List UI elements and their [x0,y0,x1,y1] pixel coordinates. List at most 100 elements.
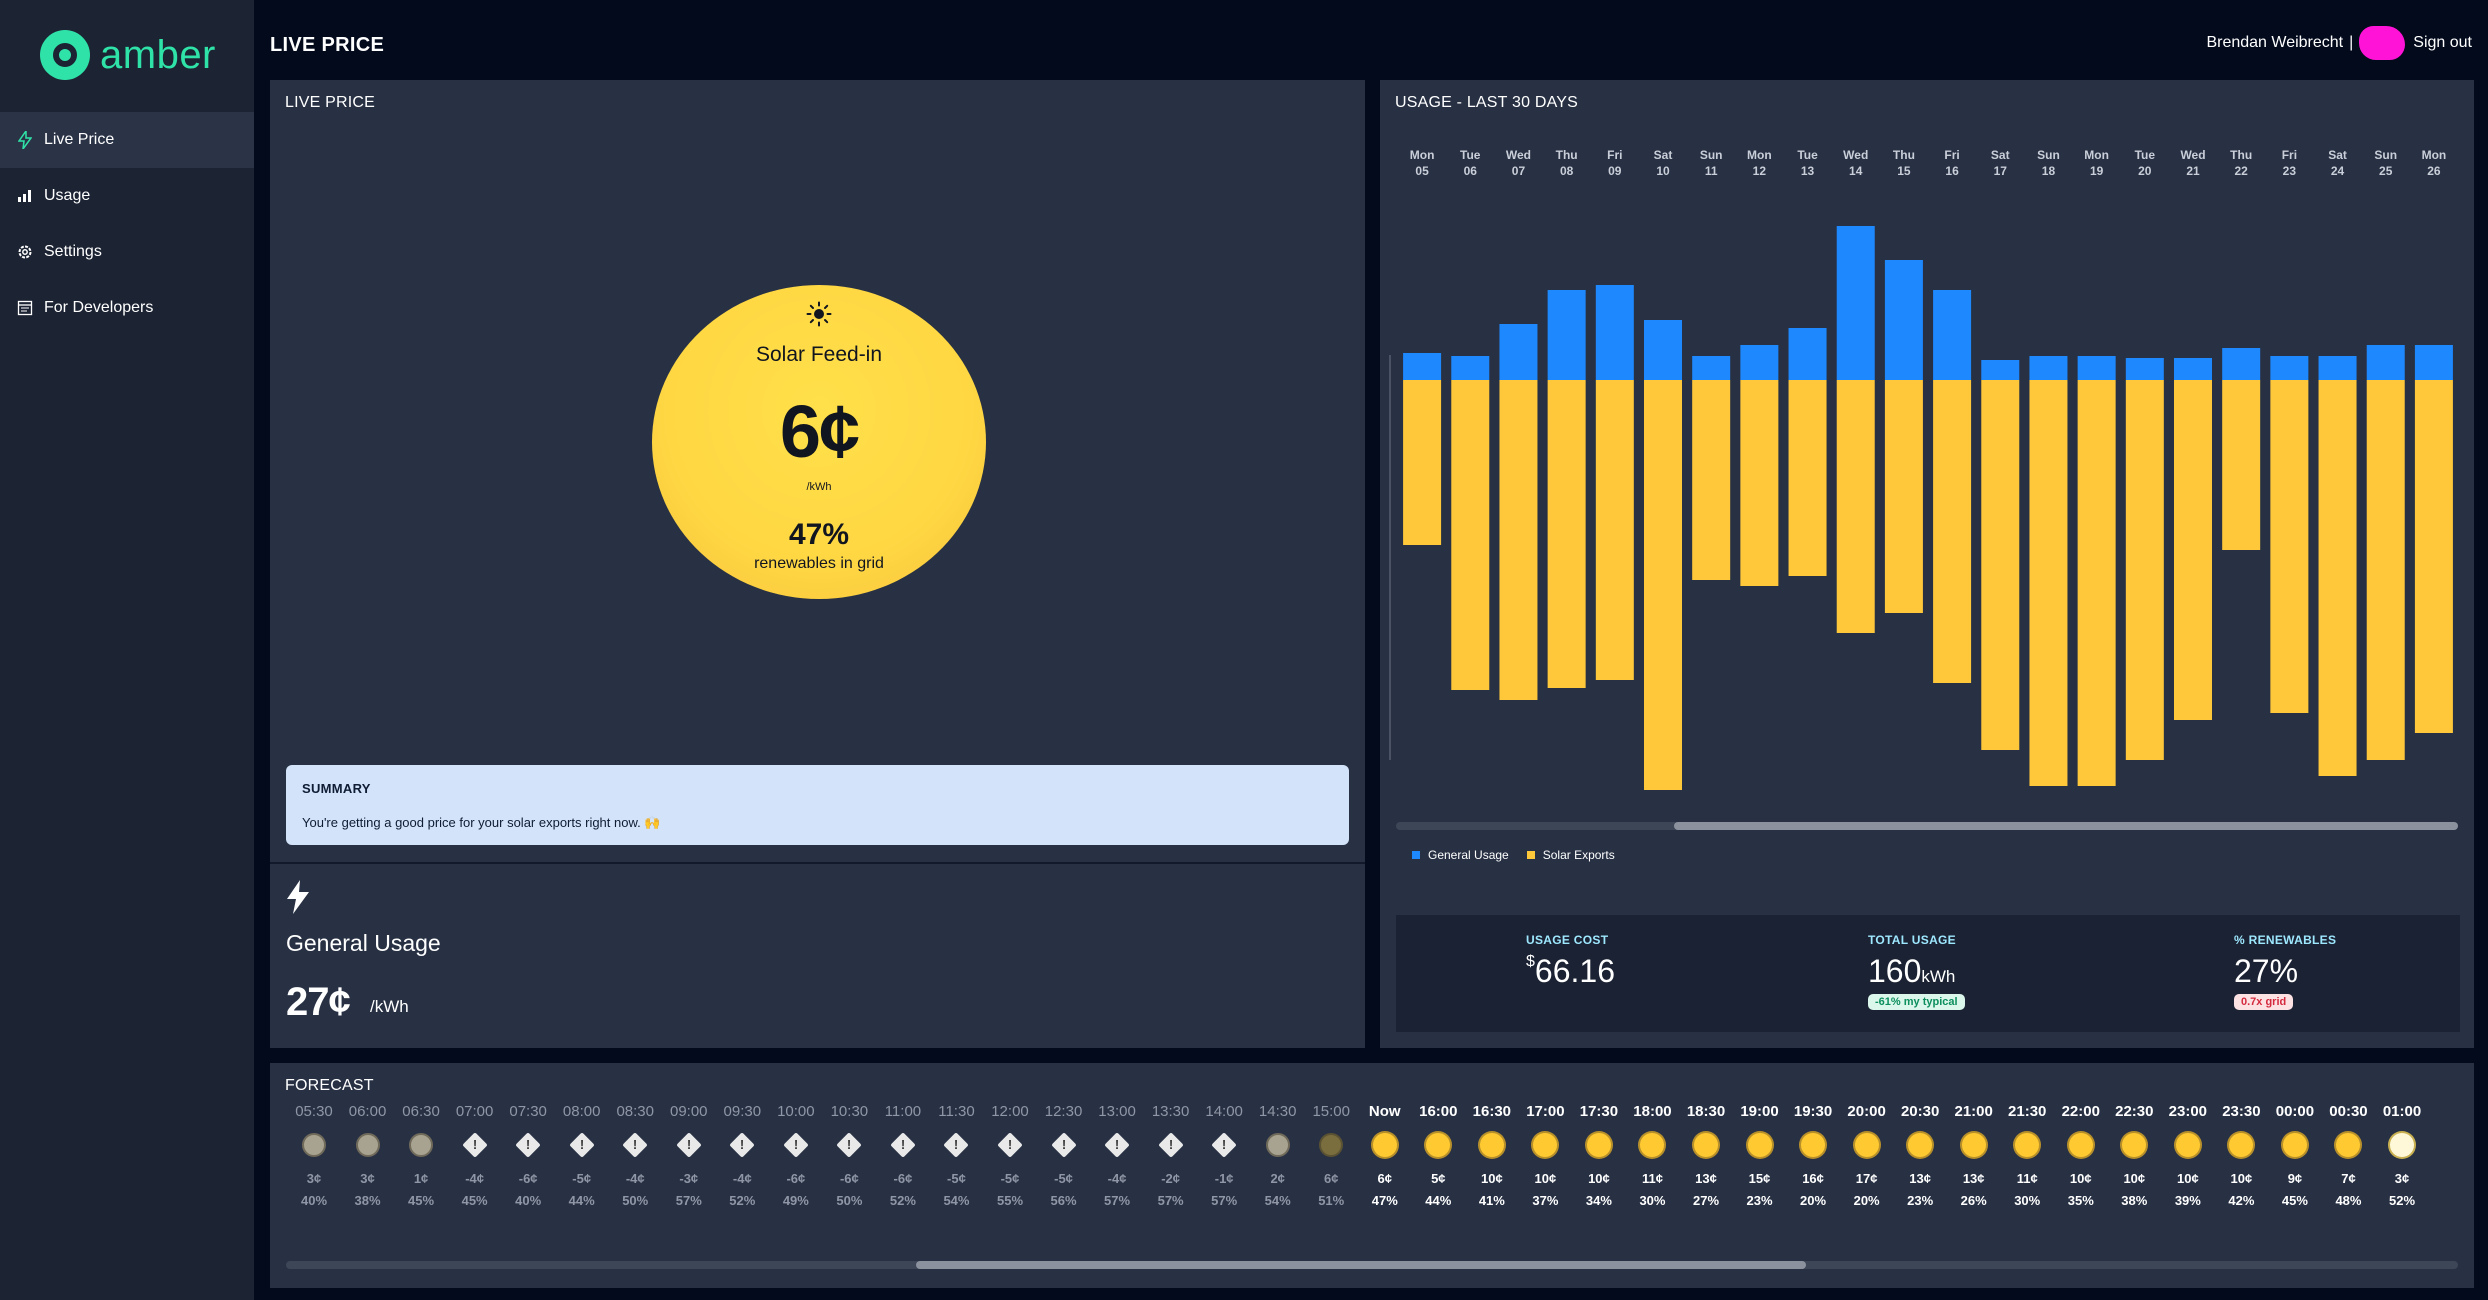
solar-exports-bar[interactable] [1547,380,1586,688]
solar-exports-bar[interactable] [1788,380,1827,576]
forecast-item[interactable]: 17:30 10¢ 34% [1571,1103,1627,1208]
forecast-item[interactable]: 05:30 3¢ 40% [286,1103,342,1208]
avatar[interactable] [2359,26,2406,60]
legend-item-solar-exports[interactable]: Solar Exports [1526,848,1615,862]
feed-type-label: Solar Feed-in [755,343,883,366]
usage-chart-scroll-thumb[interactable] [1674,822,2458,830]
forecast-item[interactable]: 00:30 7¢ 48% [2320,1103,2376,1208]
solar-exports-bar[interactable] [1403,380,1442,545]
general-usage-bar[interactable] [1836,226,1875,380]
general-usage-bar[interactable] [2222,348,2261,380]
general-usage-bar[interactable] [2029,356,2068,380]
forecast-item[interactable]: 23:00 10¢ 39% [2160,1103,2216,1208]
forecast-item[interactable]: 12:30! -5¢ 56% [1036,1103,1092,1208]
solar-exports-bar[interactable] [1595,380,1634,680]
solar-exports-bar[interactable] [1451,380,1490,690]
forecast-scrollbar[interactable] [286,1261,2458,1269]
forecast-item[interactable]: 08:30! -4¢ 50% [607,1103,663,1208]
forecast-item[interactable]: 06:30 1¢ 45% [393,1103,449,1208]
general-usage-bar[interactable] [1499,324,1538,380]
forecast-item[interactable]: 19:00 15¢ 23% [1732,1103,1788,1208]
amber-logo[interactable]: amber [40,30,216,80]
legend-item-general-usage[interactable]: General Usage [1412,848,1509,862]
forecast-item[interactable]: 14:30 2¢ 54% [1250,1103,1306,1208]
forecast-item[interactable]: Now 6¢ 47% [1357,1103,1413,1208]
forecast-item[interactable]: 15:00 6¢ 51% [1303,1103,1359,1208]
general-usage-bar[interactable] [2366,345,2405,380]
solar-exports-bar[interactable] [1981,380,2020,750]
forecast-item[interactable]: 12:00! -5¢ 55% [982,1103,1038,1208]
solar-exports-bar[interactable] [2174,380,2212,720]
solar-exports-bar[interactable] [2270,380,2309,713]
forecast-item[interactable]: 14:00! -1¢ 57% [1196,1103,1252,1208]
solar-exports-bar[interactable] [2414,380,2453,733]
forecast-item[interactable]: 06:00 3¢ 38% [340,1103,396,1208]
forecast-item[interactable]: 07:00! -4¢ 45% [447,1103,503,1208]
forecast-item[interactable]: 00:00 9¢ 45% [2267,1103,2323,1208]
general-usage-bar[interactable] [2270,356,2309,380]
solar-exports-bar[interactable] [1644,380,1682,790]
general-usage-bar[interactable] [1788,328,1827,380]
general-usage-bar[interactable] [2174,358,2212,380]
general-usage-bar[interactable] [1403,353,1442,380]
general-usage-bar[interactable] [1595,285,1634,380]
solar-exports-bar[interactable] [1740,380,1779,586]
solar-exports-bar[interactable] [2125,380,2164,760]
forecast-item[interactable]: 22:00 10¢ 35% [2053,1103,2109,1208]
forecast-item[interactable]: 21:30 11¢ 30% [1999,1103,2055,1208]
forecast-item[interactable]: 09:00! -3¢ 57% [661,1103,717,1208]
forecast-item[interactable]: 18:30 13¢ 27% [1678,1103,1734,1208]
general-usage-bar[interactable] [2077,356,2116,380]
solar-exports-bar[interactable] [2222,380,2261,550]
sidebar-item-live-price[interactable]: Live Price [0,112,254,168]
forecast-item[interactable]: 13:00! -4¢ 57% [1089,1103,1145,1208]
general-usage-bar[interactable] [1451,356,1490,380]
forecast-item[interactable]: 16:00 5¢ 44% [1410,1103,1466,1208]
forecast-scroll-thumb[interactable] [916,1261,1806,1269]
forecast-item[interactable]: 11:00! -6¢ 52% [875,1103,931,1208]
forecast-item[interactable]: 22:30 10¢ 38% [2106,1103,2162,1208]
solar-exports-bar[interactable] [2077,380,2116,786]
solar-exports-bar[interactable] [1836,380,1875,633]
general-usage-bar[interactable] [1692,356,1731,380]
forecast-item[interactable]: 01:00 3¢ 52% [2374,1103,2430,1208]
solar-exports-bar[interactable] [2366,380,2405,760]
forecast-item[interactable]: 11:30! -5¢ 54% [928,1103,984,1208]
forecast-item[interactable]: 20:00 17¢ 20% [1839,1103,1895,1208]
sign-out-link[interactable]: Sign out [2413,34,2472,51]
general-usage-bar[interactable] [1740,345,1779,380]
sidebar-item-for-developers[interactable]: For Developers [0,280,254,336]
usage-chart-scrollbar[interactable] [1396,822,2458,830]
forecast-item[interactable]: 09:30! -4¢ 52% [714,1103,770,1208]
forecast-item[interactable]: 18:00 11¢ 30% [1624,1103,1680,1208]
solar-exports-bar[interactable] [1884,380,1923,613]
forecast-item[interactable]: 10:30! -6¢ 50% [821,1103,877,1208]
sidebar-item-settings[interactable]: Settings [0,224,254,280]
forecast-item[interactable]: 16:30 10¢ 41% [1464,1103,1520,1208]
forecast-item[interactable]: 17:00 10¢ 37% [1517,1103,1573,1208]
general-usage-bar[interactable] [2414,345,2453,380]
forecast-item[interactable]: 10:00! -6¢ 49% [768,1103,824,1208]
solar-exports-bar[interactable] [1499,380,1538,700]
forecast-item[interactable]: 19:30 16¢ 20% [1785,1103,1841,1208]
general-usage-bar[interactable] [1981,360,2020,380]
forecast-item[interactable]: 20:30 13¢ 23% [1892,1103,1948,1208]
general-usage-bar[interactable] [1547,290,1586,380]
solar-exports-bar[interactable] [2029,380,2068,786]
general-usage-bar[interactable] [1933,290,1972,380]
solar-exports-bar[interactable] [1692,380,1731,580]
sidebar-item-usage[interactable]: Usage [0,168,254,224]
forecast-item[interactable]: 13:30! -2¢ 57% [1143,1103,1199,1208]
warning-icon: ! [768,1125,824,1165]
general-usage-bar[interactable] [2125,358,2164,380]
solar-exports-bar[interactable] [1933,380,1972,683]
general-usage-bar[interactable] [2318,356,2357,380]
forecast-item[interactable]: 07:30! -6¢ 40% [500,1103,556,1208]
forecast-item[interactable]: 21:00 13¢ 26% [1946,1103,2002,1208]
solar-exports-bar[interactable] [2318,380,2357,776]
forecast-item[interactable]: 23:30 10¢ 42% [2213,1103,2269,1208]
general-usage-bar[interactable] [1884,260,1923,380]
forecast-item[interactable]: 08:00! -5¢ 44% [554,1103,610,1208]
general-usage-bar[interactable] [1644,320,1682,380]
forecast-row[interactable]: 05:30 3¢ 40% 06:00 3¢ 38% 06:30 1¢ 45% 07:00! -4¢ 4… [270,1103,2474,1263]
